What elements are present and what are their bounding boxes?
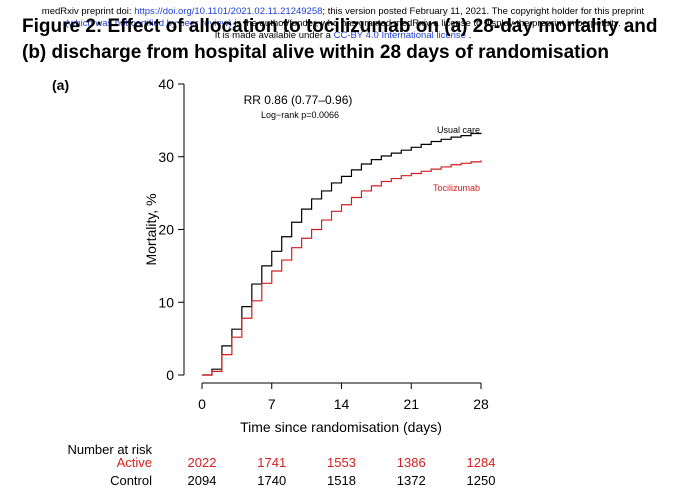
preprint-notice: medRxiv preprint doi: https://doi.org/10… bbox=[8, 6, 678, 42]
risk-row-label: Control bbox=[110, 473, 152, 488]
legend-layer: Usual care Tocilizumab bbox=[433, 125, 480, 193]
preprint-line-3: It is made available under a CC-BY 4.0 I… bbox=[8, 30, 678, 42]
x-tick-label: 7 bbox=[268, 396, 276, 412]
risk-value: 1518 bbox=[327, 473, 356, 488]
risk-value: 2094 bbox=[188, 473, 217, 488]
risk-value: 1250 bbox=[467, 473, 496, 488]
y-tick-label: 40 bbox=[158, 76, 174, 92]
risk-value: 1740 bbox=[257, 473, 286, 488]
preprint-line-2: (which was not certified by peer review)… bbox=[8, 18, 678, 30]
series-layer bbox=[202, 132, 482, 376]
preprint-text: is the author/funder, who has granted me… bbox=[231, 18, 621, 29]
risk-row-label: Active bbox=[117, 455, 152, 470]
risk-value: 1386 bbox=[397, 455, 426, 470]
y-tick-label: 10 bbox=[158, 294, 174, 310]
y-tick-label: 0 bbox=[166, 367, 174, 383]
figure-title: Figure 2: Effect of allocation to tocili… bbox=[22, 14, 672, 66]
axes: 0 10 20 30 40 0 7 14 21 28 bbox=[158, 76, 489, 412]
x-tick-label: 0 bbox=[198, 396, 206, 412]
risk-table-heading: Number at risk bbox=[67, 442, 152, 457]
risk-value: 1553 bbox=[327, 455, 356, 470]
rr-annotation: RR 0.86 (0.77–0.96) bbox=[244, 93, 353, 107]
doi-link[interactable]: https://doi.org/10.1101/2021.02.11.21249… bbox=[134, 6, 323, 17]
y-tick-label: 20 bbox=[158, 222, 174, 238]
license-link[interactable]: CC-BY 4.0 International license bbox=[333, 30, 466, 41]
preprint-text: medRxiv preprint doi: bbox=[41, 6, 135, 17]
x-axis-label: Time since randomisation (days) bbox=[240, 419, 442, 435]
x-tick-label: 21 bbox=[403, 396, 419, 412]
series-line-usual-care bbox=[202, 132, 482, 376]
series-label-tocilizumab: Tocilizumab bbox=[433, 183, 480, 193]
risk-value: 2022 bbox=[188, 455, 217, 470]
preprint-text: . bbox=[465, 30, 472, 41]
figure-title-line-2: (b) discharge from hospital alive within… bbox=[22, 42, 609, 63]
x-tick-label: 14 bbox=[334, 396, 350, 412]
preprint-text: ; this version posted February 11, 2021.… bbox=[322, 6, 645, 17]
risk-value: 1741 bbox=[257, 455, 286, 470]
x-tick-label: 28 bbox=[473, 396, 489, 412]
logrank-annotation: Log−rank p=0.0066 bbox=[261, 110, 339, 120]
panel-label: (a) bbox=[52, 77, 69, 93]
risk-value: 1284 bbox=[467, 455, 496, 470]
risk-value: 1372 bbox=[397, 473, 426, 488]
y-tick-label: 30 bbox=[158, 149, 174, 165]
preprint-line-1: medRxiv preprint doi: https://doi.org/10… bbox=[8, 6, 678, 18]
series-label-usual-care: Usual care bbox=[437, 125, 480, 135]
preprint-text: It is made available under a bbox=[214, 30, 334, 41]
figure-title-line-1: Figure 2: Effect of allocation to tocili… bbox=[22, 16, 658, 37]
risk-table: Active 2022 1741 1553 1386 1284 Control 2094 174… bbox=[110, 455, 495, 488]
series-line-tocilizumab bbox=[202, 160, 482, 376]
y-axis-label: Mortality, % bbox=[143, 193, 159, 265]
peer-review-link[interactable]: (which was not certified by peer review) bbox=[65, 18, 232, 29]
